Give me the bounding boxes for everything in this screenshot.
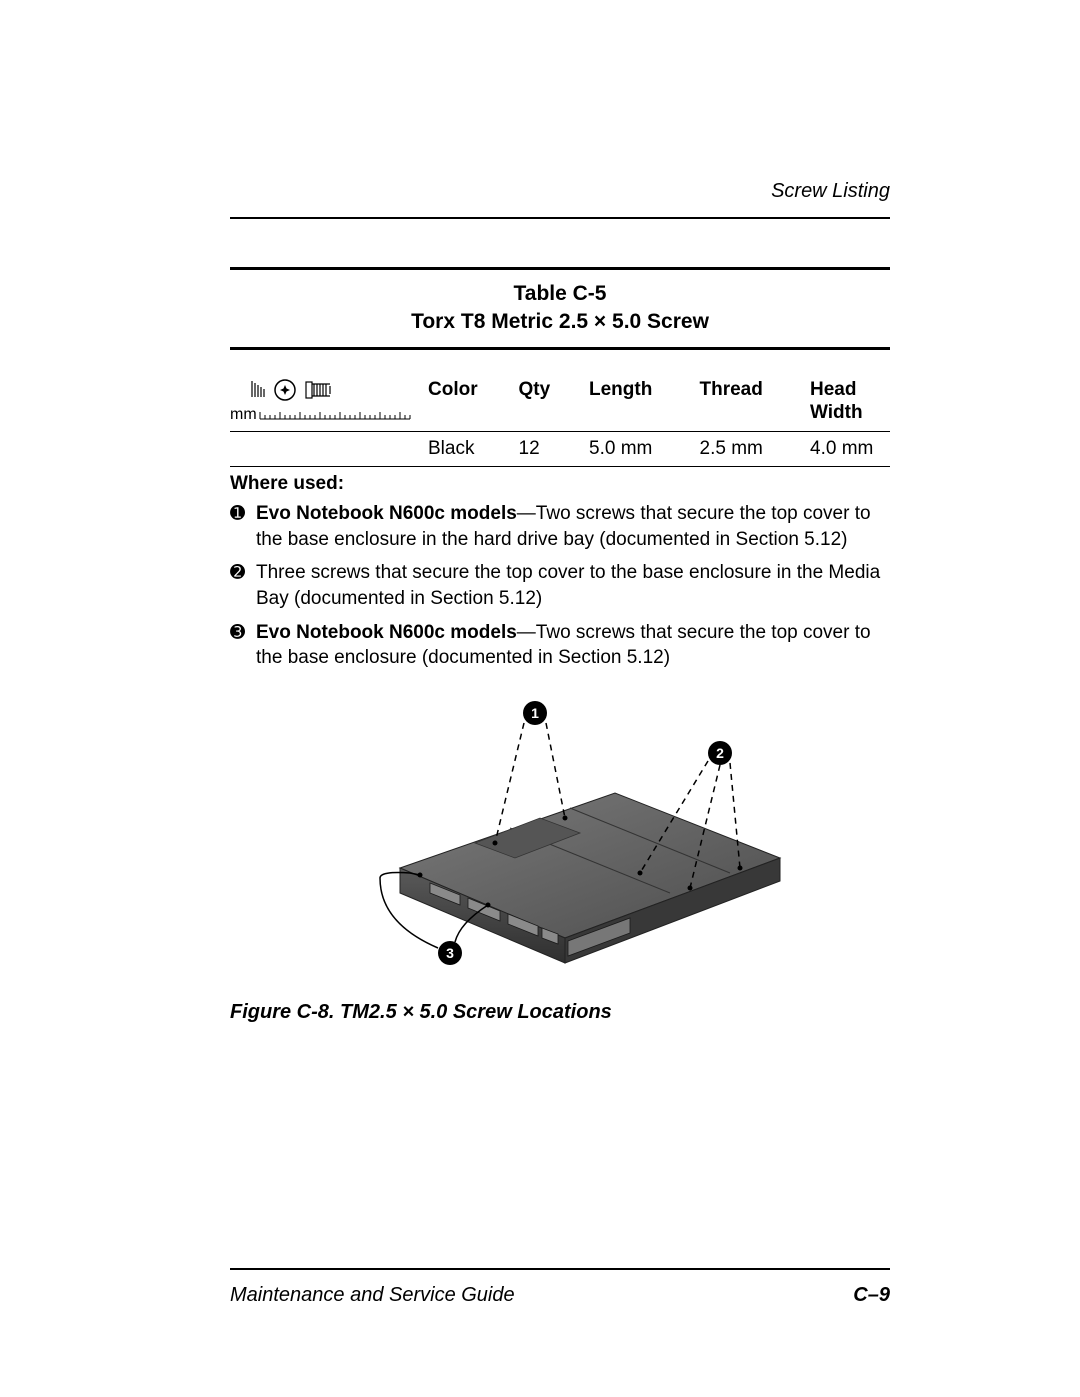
where-used-label: Where used: [230,473,890,495]
screw-table: Table C-5 Torx T8 Metric 2.5 × 5.0 Screw [230,267,890,671]
cell-head-width: 4.0 mm [810,438,890,460]
svg-text:1: 1 [531,705,539,721]
footer-right: C–9 [853,1284,890,1307]
col-color: Color [428,378,498,426]
where-used-text-2: Three screws that secure the top cover t… [256,560,890,611]
table-column-headers: Color Qty Length Thread Head Width [420,378,890,432]
svg-text:3: 3 [446,945,454,961]
col-qty: Qty [519,378,569,426]
col-head-width-l2: Width [810,401,890,425]
where-used-num-2: ➋ [230,560,256,611]
table-title-line2: Torx T8 Metric 2.5 × 5.0 Screw [230,308,890,336]
table-data-row: Black 12 5.0 mm 2.5 mm 4.0 mm [230,432,890,467]
figure-caption: Figure C-8. TM2.5 × 5.0 Screw Locations [230,1001,890,1024]
figure-area: 1 2 3 [230,693,890,1024]
wu2-rest: Three screws that secure the top cover t… [256,562,880,609]
where-used-num-1: ➊ [230,501,256,552]
col-length: Length [589,378,679,426]
where-used-item-2: ➋ Three screws that secure the top cover… [230,560,890,611]
cell-thread: 2.5 mm [700,438,790,460]
laptop-diagram: 1 2 3 [310,693,810,983]
where-used-text-1: Evo Notebook N600c models—Two screws tha… [256,501,890,552]
where-used-num-3: ➌ [230,620,256,671]
cell-qty: 12 [519,438,569,460]
ruler-mm-label: mm [230,406,257,423]
table-title-line1: Table C-5 [230,280,890,308]
where-used-text-3: Evo Notebook N600c models—Two screws tha… [256,620,890,671]
wu1-bold: Evo Notebook N600c models [256,503,517,524]
col-head-width-l1: Head [810,378,890,402]
ruler-diagram: mm [230,379,420,431]
footer-left: Maintenance and Service Guide [230,1284,515,1307]
wu3-bold: Evo Notebook N600c models [256,622,517,643]
page: Screw Listing Table C-5 Torx T8 Metric 2… [0,0,1080,1397]
where-used-item-1: ➊ Evo Notebook N600c models—Two screws t… [230,501,890,552]
col-head-width: Head Width [810,378,890,426]
where-used-section: Where used: ➊ Evo Notebook N600c models—… [230,467,890,671]
page-footer: Maintenance and Service Guide C–9 [230,1268,890,1307]
cell-length: 5.0 mm [589,438,679,460]
table-title: Table C-5 Torx T8 Metric 2.5 × 5.0 Screw [230,270,890,350]
ruler-icon: mm [230,379,415,425]
svg-text:2: 2 [716,745,724,761]
col-thread: Thread [700,378,790,426]
table-header-row: mm [230,350,890,433]
cell-color: Black [428,438,498,460]
where-used-item-3: ➌ Evo Notebook N600c models—Two screws t… [230,620,890,671]
header-section-title: Screw Listing [230,180,890,219]
